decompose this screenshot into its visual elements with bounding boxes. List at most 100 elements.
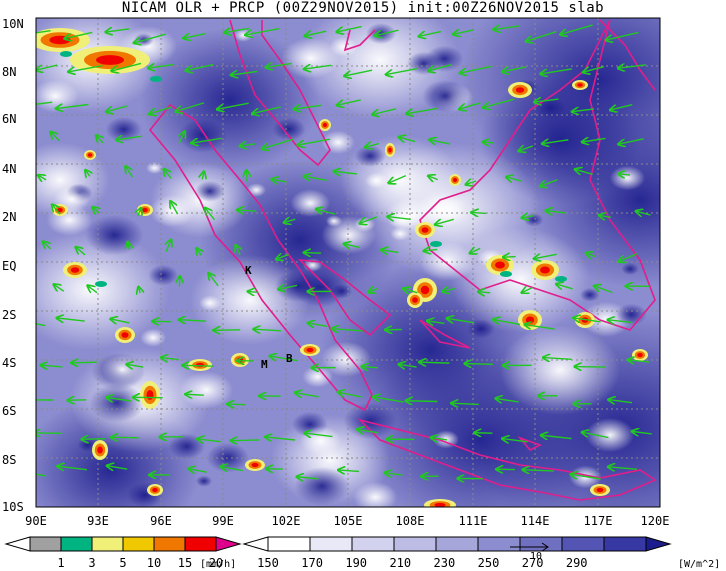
precip-cell-weak (95, 281, 107, 287)
wind-vector (305, 433, 333, 436)
wind-vector (334, 171, 358, 174)
olr-patch (179, 371, 234, 409)
wind-vector (202, 172, 204, 180)
lon-label-117e: 117E (583, 514, 613, 528)
wind-vector (337, 99, 361, 105)
wind-vector (308, 323, 328, 326)
coastline-path (419, 319, 471, 349)
olr-colorbar-swatch (435, 536, 479, 552)
wind-vector (428, 63, 452, 71)
wind-vector (149, 106, 172, 114)
wind-vector (502, 439, 528, 442)
precip-cell-heavy (495, 261, 505, 269)
wind-vector (357, 429, 379, 432)
olr-patch (406, 51, 441, 76)
wind-vector (368, 288, 379, 292)
wind-vector (399, 137, 416, 142)
olr-colorbar-max-arrow (645, 536, 672, 552)
wind-vector (36, 473, 47, 476)
wind-vector (546, 211, 566, 213)
wind-vector (619, 174, 631, 175)
lat-label-4s: 4S (2, 356, 17, 370)
olr-colorbar-tick: 190 (345, 556, 367, 570)
wind-vector (372, 108, 397, 115)
wind-vector (362, 366, 379, 367)
wind-vector (494, 26, 520, 30)
olr-patch (85, 214, 144, 256)
precip-cell-weak (555, 276, 567, 282)
wind-vector (51, 132, 61, 142)
vector-reference-label: 10 (530, 551, 542, 562)
wind-vector (221, 467, 243, 471)
wind-vector (447, 318, 475, 322)
olr-patch (194, 180, 225, 202)
precip-cell-heavy (322, 122, 328, 128)
precip-cell-heavy (452, 177, 458, 183)
olr-patch (467, 319, 495, 339)
coastline-path (343, 19, 656, 331)
precip-colorbar-tick: 5 (119, 556, 126, 570)
wind-vector (298, 138, 331, 145)
wind-vector (583, 65, 605, 73)
olr-patch (148, 264, 179, 286)
wind-vector (534, 254, 557, 258)
wind-vector (526, 31, 557, 42)
wind-vector (189, 469, 207, 473)
wind-vector (237, 210, 257, 211)
wind-vector (176, 102, 205, 112)
lat-lon-grid (36, 18, 660, 507)
wind-vector (360, 216, 378, 223)
wind-vector (106, 105, 128, 112)
precip-colorbar-unit: [mm/h] (200, 559, 236, 570)
wind-vector (542, 140, 569, 144)
wind-vector (198, 439, 221, 442)
olr-patch (390, 226, 411, 241)
olr-colorbar-swatch (351, 536, 395, 552)
wind-vector (76, 247, 86, 256)
precip-colorbar-swatch (184, 536, 217, 552)
wind-vector (236, 245, 240, 256)
wind-vector (608, 320, 633, 323)
wind-vector (107, 466, 128, 470)
precip-cell-heavy (70, 267, 80, 273)
wind-vector (58, 466, 88, 469)
wind-vector (609, 400, 633, 403)
wind-vector (125, 167, 134, 178)
precip-colorbar-tick: 3 (88, 556, 95, 570)
olr-patch (609, 165, 646, 191)
olr-patch (145, 161, 164, 174)
wind-vector (428, 176, 439, 180)
wind-vector (82, 439, 106, 440)
place-label-m: M (261, 358, 268, 371)
precip-cell-heavy (421, 227, 429, 233)
wind-vector (253, 106, 281, 114)
wind-vector (294, 105, 322, 109)
wind-vector (632, 431, 652, 434)
wind-vector (496, 398, 519, 402)
lon-label-108e: 108E (395, 514, 425, 528)
wind-vector (519, 146, 534, 151)
wind-vector (575, 367, 606, 368)
olr-patch (292, 268, 349, 308)
wind-vector (419, 362, 450, 363)
precip-colorbar-swatch (29, 536, 62, 552)
wind-vectors (36, 24, 652, 479)
wind-vector (36, 29, 51, 34)
wind-vector (297, 477, 319, 479)
precip-cell-weak (430, 241, 442, 247)
wind-vector (540, 179, 558, 187)
olr-patch (246, 183, 267, 197)
olr-patch (294, 466, 350, 506)
map-title: NICAM OLR + PRCP (00Z29NOV2015) init:00Z… (121, 0, 605, 16)
wind-vector (535, 99, 559, 102)
olr-patch (89, 383, 145, 423)
wind-vector (36, 323, 46, 327)
wind-vector (522, 216, 534, 218)
coastline-path (517, 436, 543, 451)
wind-vector (266, 63, 292, 67)
wind-vector (582, 138, 606, 142)
wind-vector (618, 65, 647, 68)
olr-colorbar-swatch (519, 536, 563, 552)
wind-vector (262, 138, 294, 149)
